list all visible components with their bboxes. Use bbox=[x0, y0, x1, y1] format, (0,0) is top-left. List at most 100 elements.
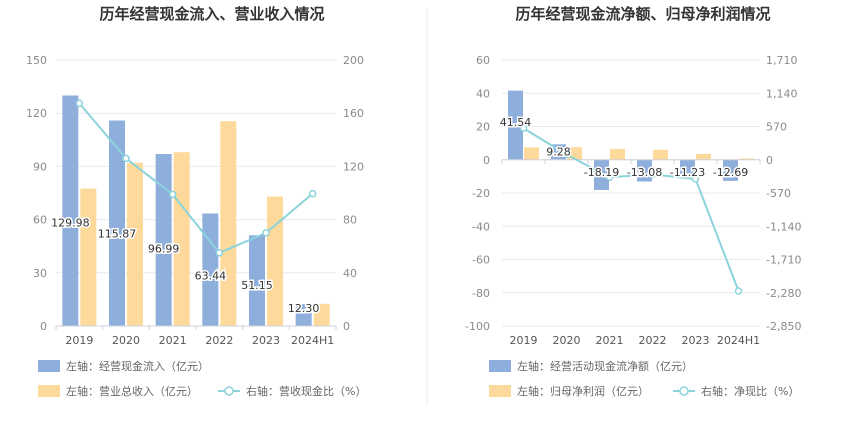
bar-secondary bbox=[524, 147, 539, 160]
bar-data-label: -12.69 bbox=[713, 166, 748, 179]
x-axis-tick: 2024H1 bbox=[291, 334, 334, 347]
bar-data-label: -11.23 bbox=[670, 166, 705, 179]
legend-line-marker bbox=[224, 386, 234, 396]
ratio-point bbox=[262, 229, 270, 237]
legend-label: 左轴：经营活动现金流净额（亿元） bbox=[517, 359, 693, 373]
bar-data-label: 129.98 bbox=[51, 216, 90, 229]
right-axis-tick: -2,850 bbox=[766, 320, 801, 333]
left-axis-tick: -40 bbox=[472, 220, 490, 233]
right-axis-tick: 570 bbox=[766, 121, 787, 134]
ratio-point bbox=[519, 124, 528, 132]
ratio-point bbox=[215, 249, 224, 257]
x-axis-tick: 2021 bbox=[159, 334, 187, 347]
x-axis-tick: 2020 bbox=[553, 334, 581, 347]
bar-data-label: 96.99 bbox=[148, 243, 180, 256]
bar-data-label: 41.54 bbox=[500, 116, 532, 129]
bar-data-label: -18.19 bbox=[584, 166, 619, 179]
bar-secondary bbox=[739, 158, 754, 160]
chart-title: 历年经营现金流入、营业收入情况 bbox=[99, 5, 324, 23]
ratio-point bbox=[562, 150, 571, 159]
bar-secondary bbox=[220, 121, 237, 327]
legend-label: 左轴：营业总收入（亿元） bbox=[66, 384, 198, 398]
right-axis-tick: -570 bbox=[766, 187, 791, 200]
bar-secondary bbox=[313, 303, 330, 326]
bar-primary bbox=[723, 159, 738, 181]
chart-panel-2: 历年经营现金流净额、归母净利润情况 -100 -80 -60 -40 -20 0 20 40 60… bbox=[465, 5, 801, 398]
chart-title: 历年经营现金流净额、归母净利润情况 bbox=[515, 5, 770, 23]
ratio-point bbox=[168, 190, 177, 199]
ratio-point bbox=[75, 99, 84, 107]
bar-data-label: 12.30 bbox=[288, 302, 320, 315]
x-axis-tick: 2019 bbox=[65, 334, 93, 347]
x-axis-tick: 2024H1 bbox=[717, 334, 760, 347]
left-axis-tick: -100 bbox=[465, 320, 490, 333]
left-axis-tick: -60 bbox=[472, 254, 490, 267]
bar-primary bbox=[508, 90, 523, 160]
left-axis-tick: 0 bbox=[40, 320, 47, 333]
bar-data-label: 9.28 bbox=[546, 145, 571, 158]
bar-secondary bbox=[80, 188, 97, 326]
legend-swatch bbox=[489, 360, 511, 372]
right-axis-tick: 0 bbox=[343, 320, 350, 333]
right-axis-tick: 200 bbox=[343, 54, 364, 67]
bar-secondary bbox=[610, 148, 625, 160]
left-axis-tick: 40 bbox=[476, 87, 490, 100]
bar-primary bbox=[249, 235, 265, 326]
ratio-line bbox=[522, 127, 740, 292]
x-axis-tick: 2019 bbox=[510, 334, 538, 347]
right-axis-tick: -1,140 bbox=[766, 220, 801, 233]
bar-primary bbox=[155, 154, 172, 326]
x-axis-tick: 2022 bbox=[205, 334, 233, 347]
bar-secondary bbox=[653, 149, 668, 160]
left-axis-tick: 60 bbox=[33, 214, 47, 227]
bar-secondary bbox=[696, 153, 711, 160]
bar-primary bbox=[109, 120, 125, 326]
ratio-point bbox=[308, 189, 317, 198]
right-axis-tick: 80 bbox=[343, 214, 357, 227]
right-axis-tick: 40 bbox=[343, 267, 357, 280]
x-axis-tick: 2022 bbox=[639, 334, 667, 347]
left-axis-tick: -80 bbox=[472, 287, 490, 300]
legend-swatch bbox=[38, 360, 60, 372]
bar-secondary bbox=[267, 196, 283, 326]
left-axis-tick: -20 bbox=[472, 187, 490, 200]
legend-label: 右轴：净现比（%） bbox=[701, 384, 799, 398]
ratio-point bbox=[734, 287, 743, 295]
legend-label: 左轴：经营现金流入（亿元） bbox=[66, 359, 209, 373]
legend-label: 右轴：营收现金比（%） bbox=[246, 384, 366, 398]
right-axis-tick: 160 bbox=[343, 107, 364, 120]
left-axis-tick: 90 bbox=[33, 160, 47, 173]
bar-primary bbox=[295, 304, 312, 326]
left-axis-tick: 150 bbox=[26, 54, 47, 67]
bar-secondary bbox=[173, 152, 190, 326]
legend-label: 左轴：归母净利润（亿元） bbox=[517, 384, 649, 398]
bar-primary bbox=[680, 159, 695, 179]
ratio-point bbox=[648, 170, 657, 179]
bar-primary bbox=[594, 159, 609, 190]
chart-panel-1: 历年经营现金流入、营业收入情况 0 30 60 90 120 150 0 40 80 120 160 2… bbox=[26, 5, 366, 398]
bar-data-label: -13.08 bbox=[627, 166, 662, 179]
right-axis-tick: 1,140 bbox=[766, 87, 798, 100]
bar-secondary bbox=[127, 162, 143, 326]
legend-swatch bbox=[38, 385, 60, 397]
x-axis-tick: 2023 bbox=[252, 334, 280, 347]
right-axis-tick: -2,280 bbox=[766, 287, 801, 300]
right-axis-tick: -1,710 bbox=[766, 254, 801, 267]
legend-line-marker bbox=[679, 386, 689, 396]
left-axis-tick: 0 bbox=[483, 154, 490, 167]
bar-data-label: 51.15 bbox=[241, 279, 273, 292]
left-axis-tick: 120 bbox=[26, 107, 47, 120]
ratio-line bbox=[78, 102, 314, 255]
left-axis-tick: 30 bbox=[33, 267, 47, 280]
x-axis-tick: 2021 bbox=[596, 334, 624, 347]
x-axis-tick: 2023 bbox=[682, 334, 710, 347]
bar-data-label: 115.87 bbox=[98, 228, 137, 241]
right-axis-tick: 120 bbox=[343, 160, 364, 173]
left-axis-tick: 60 bbox=[476, 54, 490, 67]
bar-primary bbox=[202, 213, 219, 326]
ratio-point bbox=[605, 173, 614, 181]
bar-primary bbox=[62, 95, 79, 326]
ratio-point bbox=[122, 154, 130, 163]
